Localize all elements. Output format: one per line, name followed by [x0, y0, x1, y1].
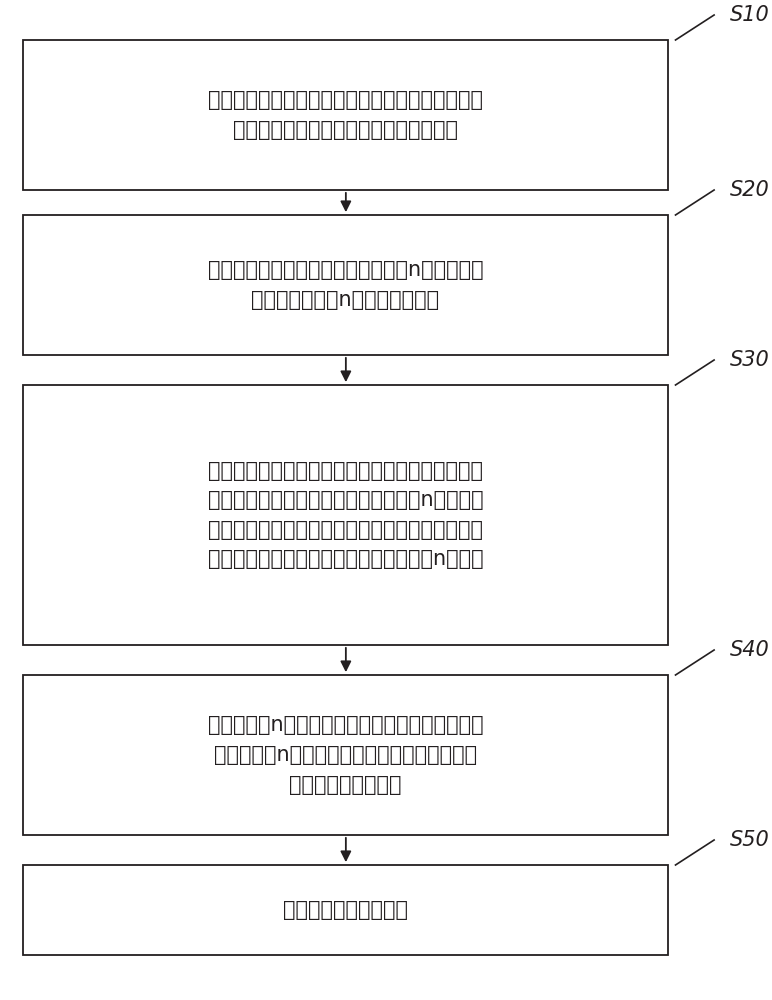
Bar	[23, 40, 668, 190]
Bar	[23, 675, 668, 835]
Bar	[23, 865, 668, 955]
Text: S20: S20	[730, 180, 769, 200]
Text: 在第二预设时长内连续获取蒸发器的n个实时管路
温度和冷凝器的n个实时管路温度: 在第二预设时长内连续获取蒸发器的n个实时管路 温度和冷凝器的n个实时管路温度	[208, 260, 483, 310]
Text: S10: S10	[730, 5, 769, 25]
Text: S40: S40	[730, 640, 769, 660]
Text: 执行冷媒泄漏处理程序: 执行冷媒泄漏处理程序	[283, 900, 408, 920]
Bar	[23, 215, 668, 355]
Text: S30: S30	[730, 350, 769, 370]
Text: 当蒸发器的n个温差都小于预设蒸发器温差阈值，
且冷凝器的n个温差都小于预设冷凝器温差阈值
时，判定为冷媒泄漏: 当蒸发器的n个温差都小于预设蒸发器温差阈值， 且冷凝器的n个温差都小于预设冷凝器…	[208, 715, 483, 795]
Text: 计算蒸发器的最大管路温度与蒸发器的每一个实时
管路温度之差的绝对值，获得蒸发器的n个温差，
并计算冷凝器的最小管路温度与冷凝器的每一个实
时管路温度之差的绝对值: 计算蒸发器的最大管路温度与蒸发器的每一个实时 管路温度之差的绝对值，获得蒸发器的…	[208, 461, 483, 569]
Text: 在冷媒检测模式下，在第一预设时长内获取蒸发器
的最大管路温度和冷凝器的最小管路温度: 在冷媒检测模式下，在第一预设时长内获取蒸发器 的最大管路温度和冷凝器的最小管路温…	[208, 90, 483, 140]
Text: S50: S50	[730, 830, 769, 850]
Bar	[23, 385, 668, 645]
